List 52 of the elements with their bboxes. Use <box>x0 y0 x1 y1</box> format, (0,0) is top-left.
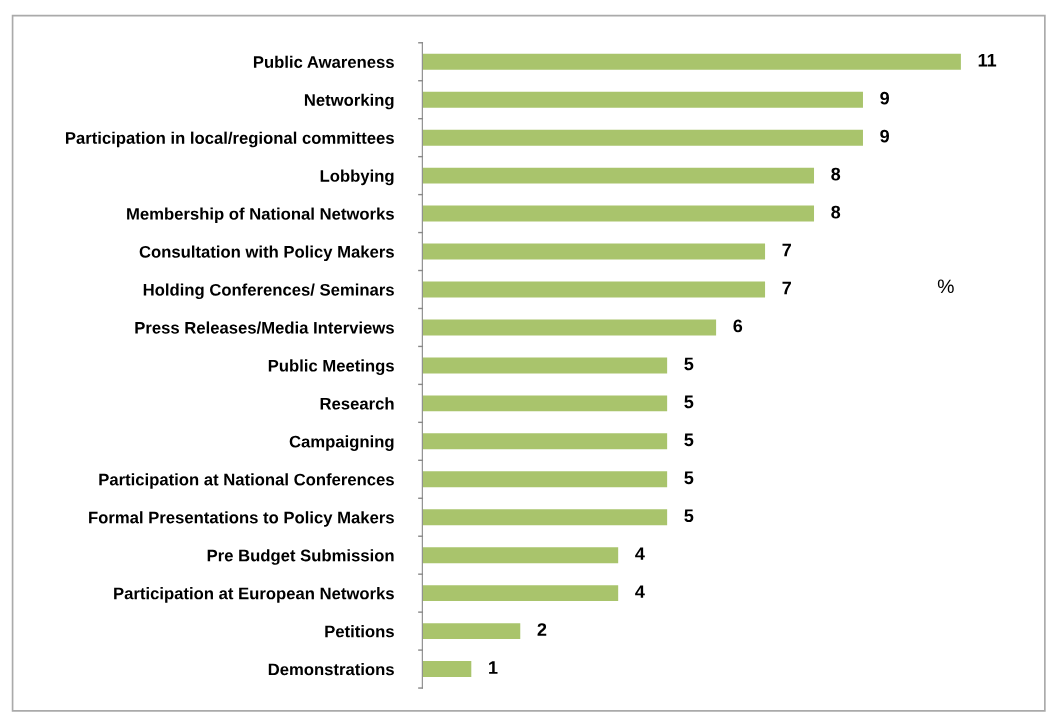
data-label: 9 <box>880 91 890 105</box>
data-label: 1 <box>489 661 498 674</box>
bar <box>422 585 619 602</box>
bar <box>422 471 668 488</box>
data-label: 2 <box>537 623 547 636</box>
data-label: 7 <box>782 243 791 257</box>
y-tick-label: Campaigning <box>289 435 394 451</box>
data-label: 7 <box>782 281 791 295</box>
data-label: 5 <box>684 433 694 447</box>
bar <box>422 167 815 184</box>
bar <box>422 205 815 222</box>
data-label: 8 <box>831 167 841 181</box>
y-tick-label: Membership of National Networks <box>127 207 394 224</box>
bar <box>422 661 472 678</box>
bar <box>422 129 863 146</box>
y-tick-label: Press Releases/Media Interviews <box>135 321 394 334</box>
y-tick-label: Consultation with Policy Makers <box>139 245 394 262</box>
y-tick-label: Formal Presentations to Policy Makers <box>89 511 394 527</box>
bar <box>422 547 619 564</box>
bar <box>422 243 766 260</box>
data-label: 6 <box>733 319 743 333</box>
y-tick-label: Lobbying <box>320 169 394 186</box>
data-label: 4 <box>635 547 645 560</box>
bar <box>422 433 668 450</box>
bar <box>422 319 717 336</box>
y-tick-label: Participation in local/regional committees <box>65 131 394 148</box>
data-label: 8 <box>831 205 841 219</box>
data-label: 5 <box>684 357 694 371</box>
data-label: 5 <box>684 509 694 523</box>
data-label: 9 <box>880 129 890 143</box>
y-tick-label: Pre Budget Submission <box>207 549 394 565</box>
bar <box>422 281 766 298</box>
y-tick-label: Participation at National Conferences <box>99 473 394 489</box>
data-label: 5 <box>684 395 694 409</box>
y-tick-label: Research <box>320 397 394 410</box>
data-label: 5 <box>684 471 694 485</box>
data-label: 4 <box>635 585 645 598</box>
y-tick-label: Demonstrations <box>268 663 394 676</box>
annotation: % <box>937 279 954 294</box>
y-tick-label: Public Awareness <box>253 55 394 68</box>
y-tick-label: Public Meetings <box>268 359 394 375</box>
bar <box>422 623 521 640</box>
bar <box>422 357 668 374</box>
y-tick-label: Participation at European Networks <box>114 587 394 603</box>
y-tick-label: Holding Conferences/ Seminars <box>143 283 394 300</box>
data-label: 11 <box>978 54 997 67</box>
y-tick-label: Petitions <box>325 625 394 638</box>
bar <box>422 53 961 70</box>
bar <box>422 91 863 108</box>
bar <box>422 509 668 526</box>
bar <box>422 395 668 412</box>
y-tick-label: Networking <box>304 93 394 110</box>
